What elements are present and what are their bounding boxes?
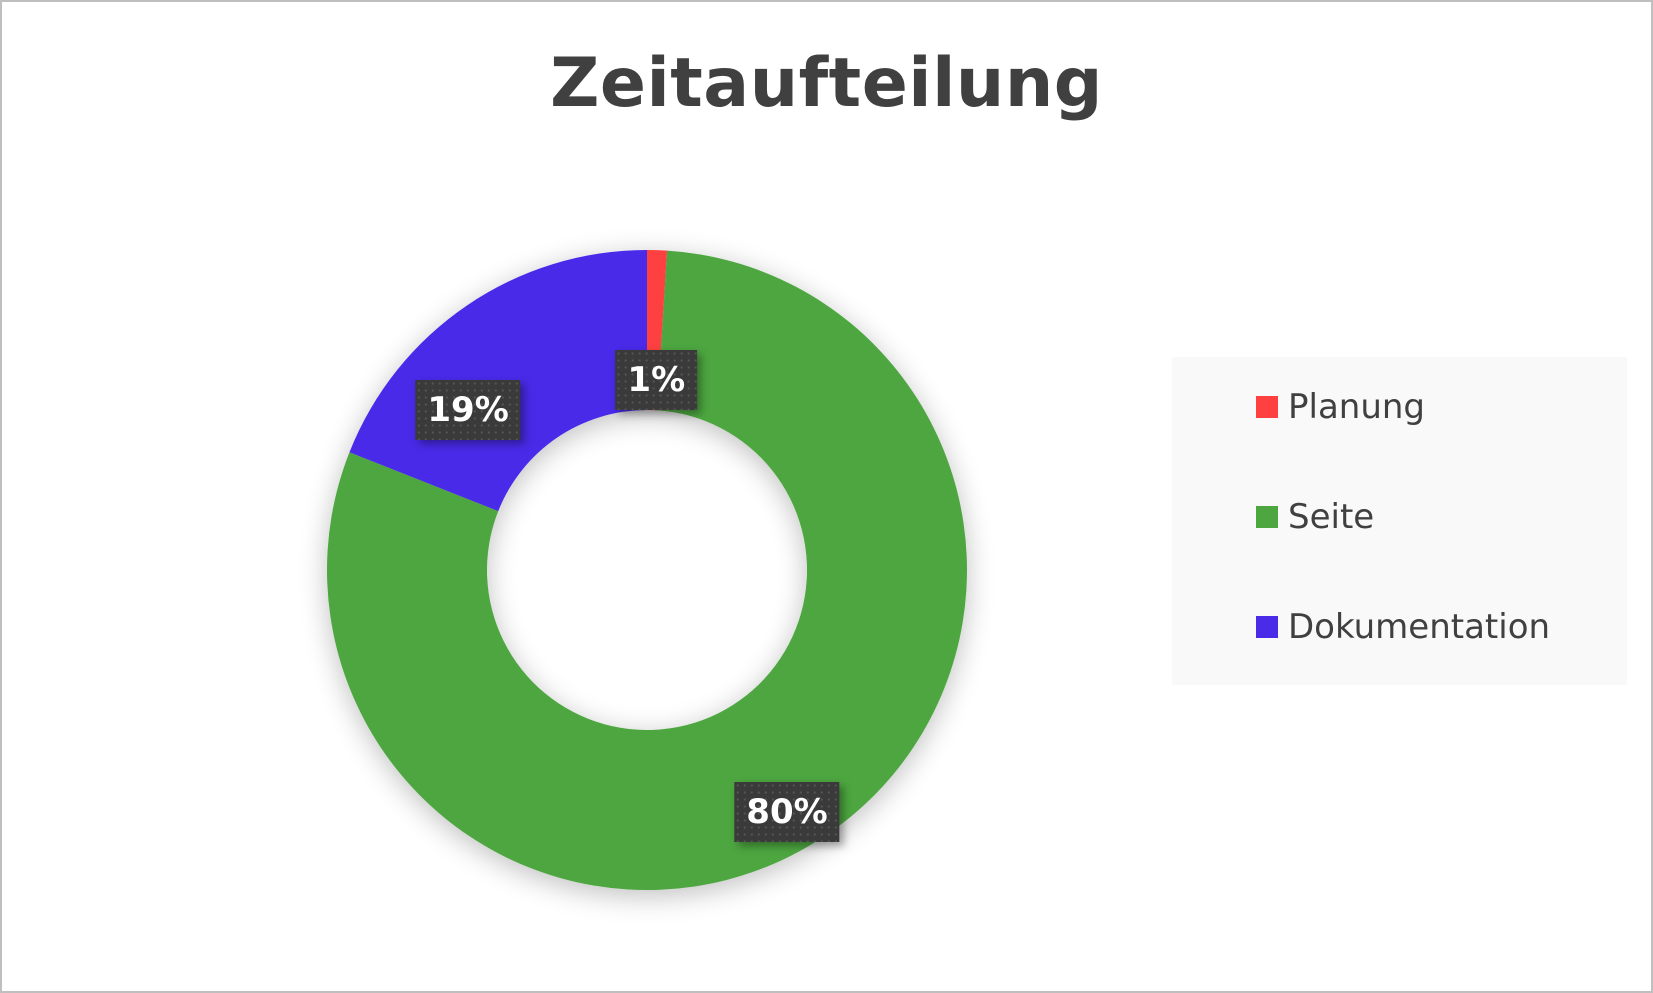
legend-swatch-planung	[1256, 396, 1278, 418]
data-label-dokumentation: 19%	[415, 380, 521, 441]
data-label-planung: 1%	[615, 350, 698, 411]
legend-swatch-dokumentation	[1256, 616, 1278, 638]
legend-item-planung: Planung	[1256, 387, 1425, 427]
legend-swatch-seite	[1256, 506, 1278, 528]
legend-label-planung: Planung	[1288, 387, 1426, 427]
legend-label-dokumentation: Dokumentation	[1288, 607, 1551, 647]
legend-item-dokumentation: Dokumentation	[1256, 607, 1550, 647]
data-label-seite: 80%	[734, 782, 840, 843]
legend-item-seite: Seite	[1256, 497, 1374, 537]
chart-title: Zeitaufteilung	[550, 44, 1103, 123]
slice-seite	[326, 250, 967, 890]
legend: Planung Seite Dokumentation	[1172, 357, 1627, 685]
legend-label-seite: Seite	[1288, 497, 1375, 537]
